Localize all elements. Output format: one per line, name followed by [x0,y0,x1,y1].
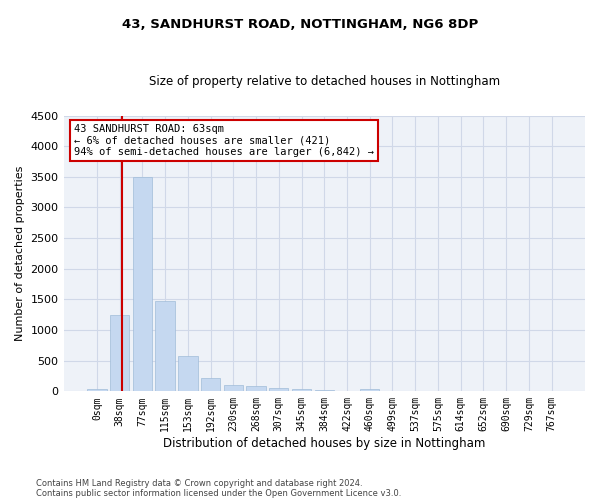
Bar [201,378,220,392]
Bar [224,384,243,392]
Bar [292,389,311,392]
Bar [360,390,379,392]
Text: 43, SANDHURST ROAD, NOTTINGHAM, NG6 8DP: 43, SANDHURST ROAD, NOTTINGHAM, NG6 8DP [122,18,478,30]
Text: Contains HM Land Registry data © Crown copyright and database right 2024.: Contains HM Land Registry data © Crown c… [36,478,362,488]
Y-axis label: Number of detached properties: Number of detached properties [15,166,25,341]
Bar [87,390,107,392]
Bar [314,390,334,392]
Bar [269,388,289,392]
Text: 43 SANDHURST ROAD: 63sqm
← 6% of detached houses are smaller (421)
94% of semi-d: 43 SANDHURST ROAD: 63sqm ← 6% of detache… [74,124,374,157]
Bar [133,177,152,392]
Text: Contains public sector information licensed under the Open Government Licence v3: Contains public sector information licen… [36,488,401,498]
X-axis label: Distribution of detached houses by size in Nottingham: Distribution of detached houses by size … [163,437,485,450]
Bar [110,314,130,392]
Bar [247,386,266,392]
Title: Size of property relative to detached houses in Nottingham: Size of property relative to detached ho… [149,75,500,88]
Bar [178,356,197,392]
Bar [155,301,175,392]
